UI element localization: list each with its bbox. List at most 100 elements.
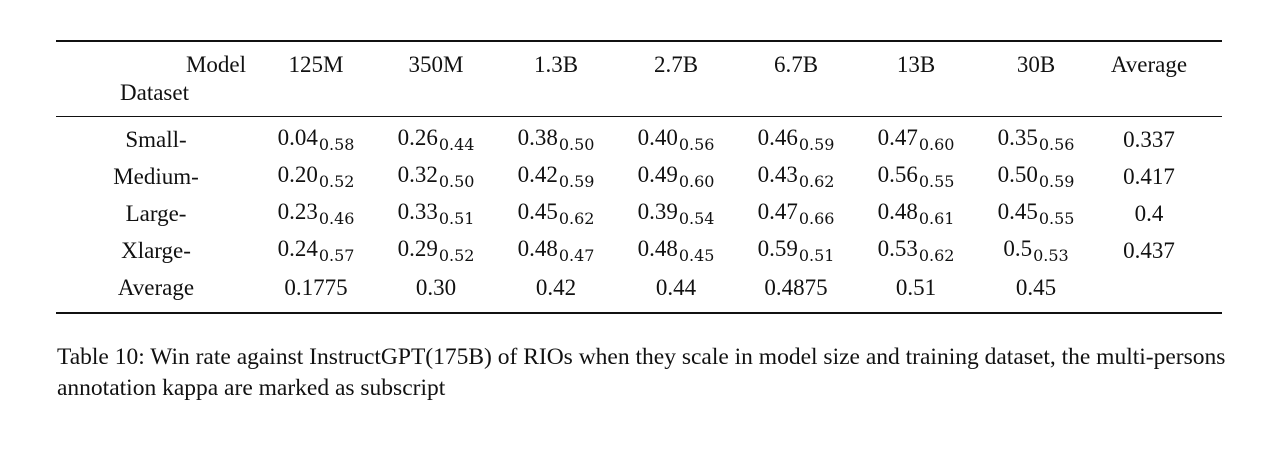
cell-kappa: 0.56: [1038, 135, 1075, 154]
cell-kappa: 0.51: [798, 246, 835, 265]
table-cell: 0.42: [535, 274, 577, 300]
cell-kappa: 0.59: [558, 172, 595, 191]
cell-value: 0.48: [877, 199, 918, 224]
table-average-row: Average 0.1775 0.30 0.42 0.44 0.4875 0.5…: [56, 269, 1222, 306]
table-cell: 0.480.47: [496, 236, 616, 265]
cell-value: 0.43: [757, 162, 798, 187]
cell-kappa: 0.59: [1038, 172, 1075, 191]
table-cell: 0.460.59: [736, 125, 856, 154]
cell-value: 0.20: [277, 162, 318, 187]
row-average: 0.4: [1134, 200, 1164, 226]
header-column: 125M: [288, 52, 344, 77]
table-cell: 0.200.52: [256, 162, 376, 191]
header-column: 13B: [896, 52, 936, 77]
row-average: 0.417: [1123, 163, 1175, 189]
cell-value: 0.38: [517, 125, 558, 150]
table-cell: 0.30: [415, 274, 457, 300]
cell-kappa: 0.53: [1033, 246, 1069, 265]
cell-value: 0.47: [757, 199, 798, 224]
table-cell: 0.50.53: [976, 236, 1096, 265]
cell-value: 0.45: [997, 199, 1038, 224]
header-model-label: Model: [185, 52, 246, 77]
table-cell: 0.4875: [764, 274, 828, 300]
cell-kappa: 0.47: [558, 246, 595, 265]
cell-kappa: 0.44: [438, 135, 475, 154]
table-row: Medium- 0.200.52 0.320.50 0.420.59 0.490…: [56, 158, 1222, 195]
header-column: Average: [1110, 52, 1188, 77]
table-body: Small- 0.040.58 0.260.44 0.380.50 0.400.…: [56, 117, 1222, 312]
cell-kappa: 0.52: [438, 246, 475, 265]
table-cell: 0.490.60: [616, 162, 736, 191]
cell-value: 0.24: [277, 236, 318, 261]
cell-kappa: 0.62: [918, 246, 955, 265]
cell-value: 0.33: [397, 199, 438, 224]
table-cell: 0.480.61: [856, 199, 976, 228]
table-cell: 0.44: [655, 274, 697, 300]
table-header-rule: [56, 116, 1222, 117]
cell-kappa: 0.56: [678, 135, 715, 154]
cell-value: 0.29: [397, 236, 438, 261]
cell-kappa: 0.57: [318, 246, 355, 265]
table-cell: 0.350.56: [976, 125, 1096, 154]
cell-kappa: 0.60: [678, 172, 715, 191]
row-label: Large-: [125, 200, 187, 226]
cell-kappa: 0.60: [918, 135, 955, 154]
header-column: 2.7B: [653, 52, 699, 77]
cell-kappa: 0.51: [438, 209, 475, 228]
table-cell: 0.480.45: [616, 236, 736, 265]
cell-value: 0.48: [637, 236, 678, 261]
header-dataset-label: Dataset: [120, 80, 189, 105]
header-column: 1.3B: [533, 52, 579, 77]
cell-kappa: 0.54: [678, 209, 715, 228]
table-cell: 0.45: [1015, 274, 1057, 300]
table-cell: 0.390.54: [616, 199, 736, 228]
table-cell: 0.420.59: [496, 162, 616, 191]
table-cell: 0.400.56: [616, 125, 736, 154]
table-cell: 0.260.44: [376, 125, 496, 154]
table-cell: 0.500.59: [976, 162, 1096, 191]
cell-kappa: 0.45: [678, 246, 715, 265]
table-cell: 0.290.52: [376, 236, 496, 265]
cell-value: 0.04: [277, 125, 318, 150]
cell-kappa: 0.46: [318, 209, 355, 228]
cell-value: 0.45: [517, 199, 558, 224]
header-corner-cell: Model Dataset: [56, 42, 256, 126]
table-cell: 0.450.55: [976, 199, 1096, 228]
table-cell: 0.450.62: [496, 199, 616, 228]
table-row: Large- 0.230.46 0.330.51 0.450.62 0.390.…: [56, 195, 1222, 232]
cell-value: 0.32: [397, 162, 438, 187]
cell-kappa: 0.61: [918, 209, 955, 228]
cell-value: 0.47: [877, 125, 918, 150]
cell-kappa: 0.52: [318, 172, 355, 191]
row-average: 0.437: [1123, 237, 1175, 263]
cell-value: 0.40: [637, 125, 678, 150]
table-cell: 0.230.46: [256, 199, 376, 228]
cell-value: 0.53: [877, 236, 918, 261]
cell-value: 0.46: [757, 125, 798, 150]
table-cell: 0.51: [895, 274, 937, 300]
table-cell: 0.470.60: [856, 125, 976, 154]
cell-kappa: 0.62: [558, 209, 595, 228]
table-row: Small- 0.040.58 0.260.44 0.380.50 0.400.…: [56, 121, 1222, 158]
table-cell: 0.330.51: [376, 199, 496, 228]
cell-kappa: 0.55: [1038, 209, 1075, 228]
cell-value: 0.39: [637, 199, 678, 224]
cell-value: 0.56: [877, 162, 918, 187]
cell-value: 0.23: [277, 199, 318, 224]
row-average: 0.337: [1123, 126, 1175, 152]
cell-kappa: 0.59: [798, 135, 835, 154]
table-bottom-rule: [56, 312, 1222, 314]
table-header-row: Model Dataset 125M 350M 1.3B 2.7B 6.7B 1…: [56, 42, 1222, 116]
table-cell: 0.240.57: [256, 236, 376, 265]
cell-value: 0.5: [1003, 236, 1033, 261]
table-caption: Table 10: Win rate against InstructGPT(1…: [57, 344, 1226, 401]
cell-kappa: 0.50: [558, 135, 595, 154]
table-row: Xlarge- 0.240.57 0.290.52 0.480.47 0.480…: [56, 232, 1222, 269]
cell-kappa: 0.66: [798, 209, 835, 228]
cell-kappa: 0.55: [918, 172, 955, 191]
table-cell: 0.380.50: [496, 125, 616, 154]
cell-value: 0.42: [517, 162, 558, 187]
cell-kappa: 0.58: [318, 135, 355, 154]
table-top-rule: [56, 40, 1222, 42]
table-cell: 0.560.55: [856, 162, 976, 191]
